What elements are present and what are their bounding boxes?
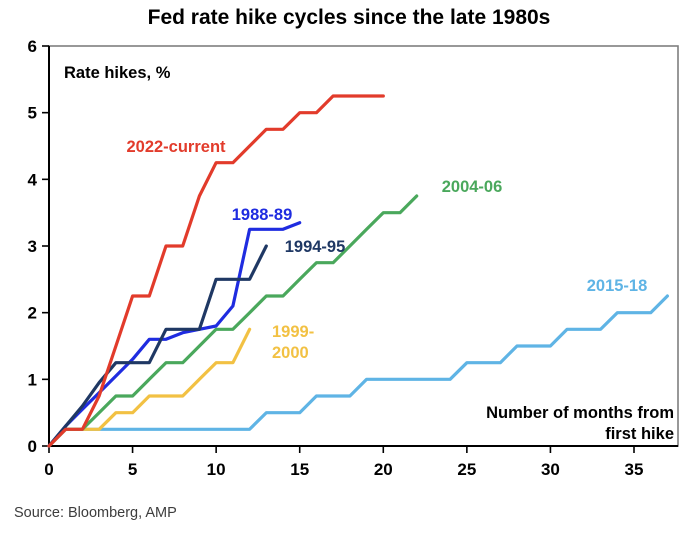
series-line-2022-current	[47, 94, 385, 448]
y-tick-label: 3	[28, 237, 37, 256]
series-line-2015-18	[47, 294, 670, 448]
x-unit-annotation-line2: first hike	[605, 425, 674, 443]
series-label-2015-18: 2015-18	[587, 277, 648, 295]
series-line-1988-89	[47, 221, 302, 448]
series-line-1994-95	[47, 244, 268, 448]
source-caption: Source: Bloomberg, AMP	[14, 505, 177, 521]
x-tick-label: 35	[625, 460, 644, 479]
x-tick-label: 15	[290, 460, 309, 479]
y-tick-label: 1	[28, 370, 37, 389]
y-tick-label: 4	[28, 170, 38, 189]
series-label-1988-89: 1988-89	[232, 206, 293, 224]
series-label-1994-95: 1994-95	[285, 238, 346, 256]
x-tick-label: 0	[44, 460, 53, 479]
x-tick-label: 25	[457, 460, 476, 479]
x-tick-label: 10	[207, 460, 226, 479]
y-unit-annotation: Rate hikes, %	[64, 64, 171, 82]
series-label-2004-06: 2004-06	[442, 178, 503, 196]
series-label-1999-2000: 1999-	[272, 323, 314, 341]
y-tick-label: 6	[28, 37, 37, 56]
x-tick-label: 20	[374, 460, 393, 479]
x-unit-annotation-line1: Number of months from	[486, 404, 674, 422]
chart-title: Fed rate hike cycles since the late 1980…	[147, 6, 551, 29]
series-label-2022-current: 2022-current	[126, 138, 226, 156]
series-label-1999-2000: 2000	[272, 344, 309, 362]
x-tick-label: 30	[541, 460, 560, 479]
series-line-2004-06	[47, 194, 419, 448]
y-tick-label: 5	[28, 104, 37, 123]
y-tick-label: 0	[28, 437, 37, 456]
y-tick-label: 2	[28, 304, 37, 323]
x-tick-label: 5	[128, 460, 137, 479]
